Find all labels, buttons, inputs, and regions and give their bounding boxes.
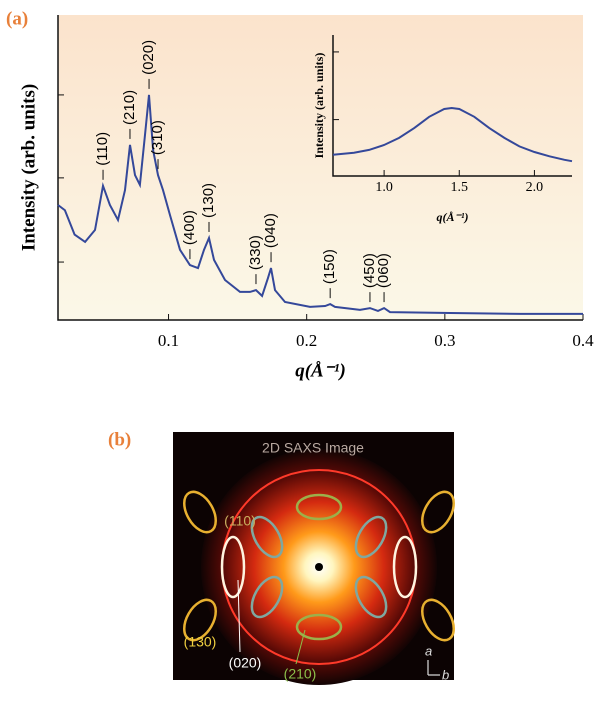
x-tick-label: 1.0	[375, 180, 393, 195]
x-tick-label: 2.0	[526, 180, 544, 195]
peak-label: (040)	[262, 213, 279, 248]
peak-label: (210)	[121, 90, 138, 125]
x-tick-label: 0.1	[158, 331, 179, 350]
y-axis-label: Intensity (arb. units)	[18, 84, 39, 251]
annotation: (210)	[284, 666, 317, 682]
x-tick-label: 0.3	[434, 331, 455, 350]
annotation: (110)	[224, 513, 256, 529]
panel-b: (b) 2D SAXS Image (110) (130) (020) (210…	[108, 429, 460, 685]
peak-label: (400)	[181, 210, 198, 245]
axis-name: a	[425, 643, 432, 658]
x-tick-label: 0.2	[296, 331, 317, 350]
x-axis-label: q(Å⁻¹)	[437, 210, 469, 224]
beam-stop	[315, 563, 323, 571]
peak-label: (060)	[375, 253, 392, 288]
panel-a: 0.1 0.2 0.3 0.4 Intensity (arb. units) q(Å⁻¹)…	[6, 8, 594, 381]
panel-label: (b)	[108, 429, 131, 450]
image-title: 2D SAXS Image	[262, 440, 364, 456]
peak-label: (130)	[200, 183, 217, 218]
peak-label: (020)	[140, 40, 157, 75]
annotation: (020)	[229, 655, 262, 671]
x-tick-label: 0.4	[572, 331, 594, 350]
axis-name: b	[442, 667, 449, 682]
figure: 0.1 0.2 0.3 0.4 Intensity (arb. units) q(Å⁻¹)…	[0, 0, 604, 699]
x-tick-label: 1.5	[451, 180, 469, 195]
annotation: (130)	[184, 634, 217, 650]
peak-label: (110)	[94, 132, 111, 166]
peak-label: (310)	[149, 120, 166, 155]
x-axis-label: q(Å⁻¹)	[295, 360, 346, 381]
y-axis-label: Intensity (arb. units)	[312, 53, 326, 159]
peak-label: (150)	[321, 249, 338, 284]
panel-label: (a)	[6, 8, 28, 29]
